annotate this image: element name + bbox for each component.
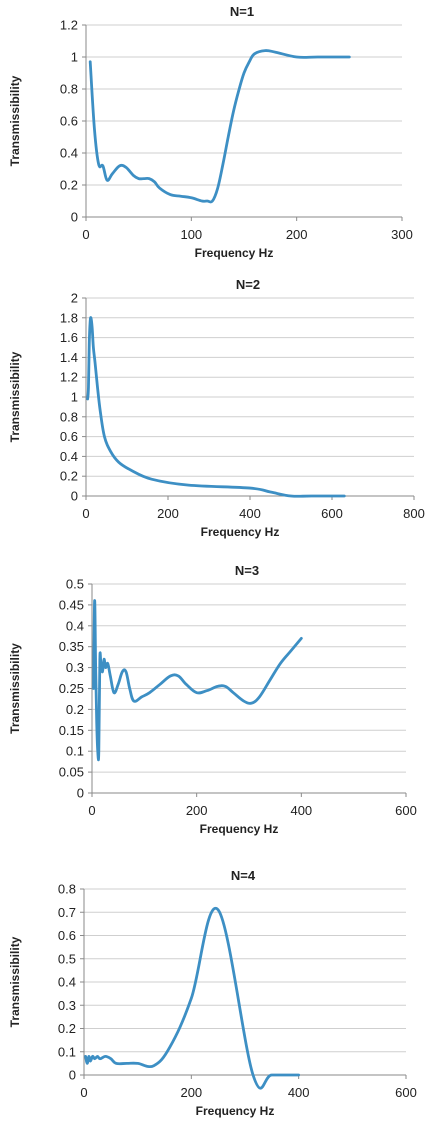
- chart-title: N=3: [235, 563, 259, 578]
- chart-1: 0 0.2 0.4 0.6 0.8 1 1.2 0 100 200 300 N=1 Frequency …: [8, 4, 413, 260]
- x-axis-label: Frequency Hz: [200, 822, 279, 836]
- y-tick-label: 0.3: [66, 660, 84, 675]
- y-tick-label: 1.6: [60, 330, 78, 345]
- y-tick-label: 0: [71, 489, 78, 504]
- x-tick-label: 200: [286, 227, 308, 242]
- x-axis-label: Frequency Hz: [195, 246, 274, 260]
- y-tick-label: 1.2: [60, 18, 78, 33]
- x-tick-label: 0: [82, 506, 89, 521]
- series-line: [92, 599, 303, 762]
- y-tick-label: 0.6: [60, 114, 78, 129]
- y-tick-label: 0: [71, 210, 78, 225]
- x-tick-label: 200: [180, 1085, 202, 1100]
- y-tick-label: 1.8: [60, 310, 78, 325]
- x-tick-label: 800: [403, 506, 425, 521]
- y-tick-label: 0.3: [58, 998, 76, 1013]
- y-tick-label: 0.8: [58, 882, 76, 897]
- x-tick-label: 200: [157, 506, 179, 521]
- y-tick-label: 0.6: [60, 429, 78, 444]
- chart-2: 0 0.2 0.4 0.6 0.8 1 1.2 1.4 1.6 1.8 2 0 200 400 600 800…: [8, 277, 425, 539]
- x-tick-label: 200: [186, 803, 208, 818]
- y-tick-label: 0.5: [66, 577, 84, 592]
- x-tick-label: 600: [395, 1085, 417, 1100]
- y-tick-label: 0.2: [60, 469, 78, 484]
- y-tick-label: 0.05: [59, 765, 84, 780]
- series-line: [88, 49, 351, 204]
- x-tick-label: 600: [395, 803, 417, 818]
- y-axis-label: Transmissibility: [8, 643, 22, 734]
- chart-3: 0 0.05 0.1 0.15 0.2 0.25 0.3 0.35 0.4 0.45 0.5 0 200…: [8, 563, 417, 836]
- y-tick-label: 0.4: [60, 449, 78, 464]
- x-tick-label: 0: [88, 803, 95, 818]
- y-tick-label: 1.4: [60, 350, 78, 365]
- x-tick-label: 400: [290, 803, 312, 818]
- y-tick-label: 0.5: [58, 951, 76, 966]
- chart-4: 0 0.1 0.2 0.3 0.4 0.5 0.6 0.7 0.8 0 200 400 600 N=4 Fr…: [8, 868, 417, 1118]
- y-tick-label: 0.8: [60, 82, 78, 97]
- x-tick-label: 600: [321, 506, 343, 521]
- y-tick-label: 0.4: [60, 146, 78, 161]
- y-axis-label: Transmissibility: [8, 936, 22, 1027]
- y-axis-label: Transmissibility: [8, 351, 22, 442]
- y-tick-label: 0.45: [59, 597, 84, 612]
- y-tick-label: 0.2: [60, 178, 78, 193]
- series-line: [84, 906, 301, 1090]
- y-tick-label: 0.8: [60, 409, 78, 424]
- chart-title: N=1: [230, 4, 254, 19]
- x-tick-label: 400: [239, 506, 261, 521]
- y-tick-label: 0.2: [66, 702, 84, 717]
- y-tick-label: 0.7: [58, 905, 76, 920]
- chart-title: N=4: [231, 868, 256, 883]
- y-tick-label: 1: [71, 50, 78, 65]
- y-tick-label: 0.2: [58, 1021, 76, 1036]
- x-tick-label: 300: [391, 227, 413, 242]
- y-tick-label: 0.6: [58, 928, 76, 943]
- y-axis-label: Transmissibility: [8, 75, 22, 166]
- y-tick-label: 0.15: [59, 723, 84, 738]
- x-tick-label: 0: [80, 1085, 87, 1100]
- chart-title: N=2: [236, 277, 260, 292]
- x-tick-label: 100: [180, 227, 202, 242]
- y-tick-label: 0.35: [59, 639, 84, 654]
- y-tick-label: 0: [77, 786, 84, 801]
- y-tick-label: 0.4: [58, 975, 76, 990]
- x-axis-label: Frequency Hz: [196, 1104, 275, 1118]
- y-tick-label: 0.1: [66, 744, 84, 759]
- y-tick-label: 0.4: [66, 618, 84, 633]
- series-line: [86, 316, 346, 498]
- y-tick-label: 0.1: [58, 1044, 76, 1059]
- x-tick-label: 0: [82, 227, 89, 242]
- y-tick-label: 0.25: [59, 681, 84, 696]
- x-axis-label: Frequency Hz: [201, 525, 280, 539]
- y-tick-label: 2: [71, 291, 78, 306]
- y-tick-label: 1.2: [60, 370, 78, 385]
- x-tick-label: 400: [288, 1085, 310, 1100]
- y-tick-label: 0: [69, 1068, 76, 1083]
- y-tick-label: 1: [71, 390, 78, 405]
